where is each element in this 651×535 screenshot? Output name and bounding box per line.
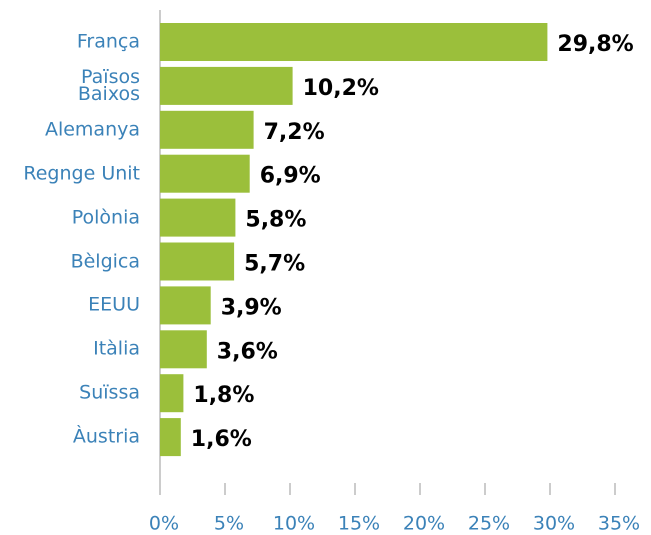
x-tick-label: 10% — [273, 513, 315, 535]
bar — [160, 286, 211, 325]
value-label: 3,9% — [221, 295, 282, 320]
value-label: 5,7% — [244, 252, 305, 277]
x-tick-label: 35% — [598, 513, 640, 535]
category-label: Alemanya — [44, 118, 140, 141]
value-label: 7,2% — [264, 120, 325, 145]
bar — [160, 110, 254, 149]
value-label: 1,6% — [191, 427, 252, 452]
bar — [160, 23, 548, 61]
category-label: Bèlgica — [70, 250, 140, 272]
bar — [160, 330, 207, 369]
category-label: França — [76, 30, 140, 53]
bar — [160, 66, 293, 105]
value-label: 29,8% — [557, 32, 633, 57]
category-label: Regnge Unit — [23, 162, 140, 185]
x-tick-label: 15% — [338, 513, 380, 535]
x-tick-label: 30% — [533, 513, 575, 535]
x-tick-label: 0% — [149, 513, 179, 535]
value-label: 3,6% — [217, 339, 278, 364]
x-tick-label: 20% — [403, 513, 445, 535]
category-label: Itàlia — [93, 337, 140, 360]
category-label: Àustria — [72, 425, 140, 448]
category-label: Països Baixos — [77, 65, 140, 105]
bar — [160, 374, 184, 413]
bar — [160, 418, 181, 457]
bar — [160, 154, 250, 193]
x-tick-label: 5% — [214, 513, 244, 535]
category-label: Polònia — [71, 206, 140, 229]
category-label: EEUU — [88, 293, 140, 316]
value-label: 5,8% — [245, 208, 306, 233]
bar — [160, 242, 235, 281]
value-label: 10,2% — [303, 76, 379, 101]
category-label: Suïssa — [79, 381, 140, 404]
value-label: 6,9% — [260, 164, 321, 189]
x-tick-label: 25% — [468, 513, 510, 535]
value-label: 1,8% — [193, 383, 254, 408]
bar — [160, 198, 236, 237]
